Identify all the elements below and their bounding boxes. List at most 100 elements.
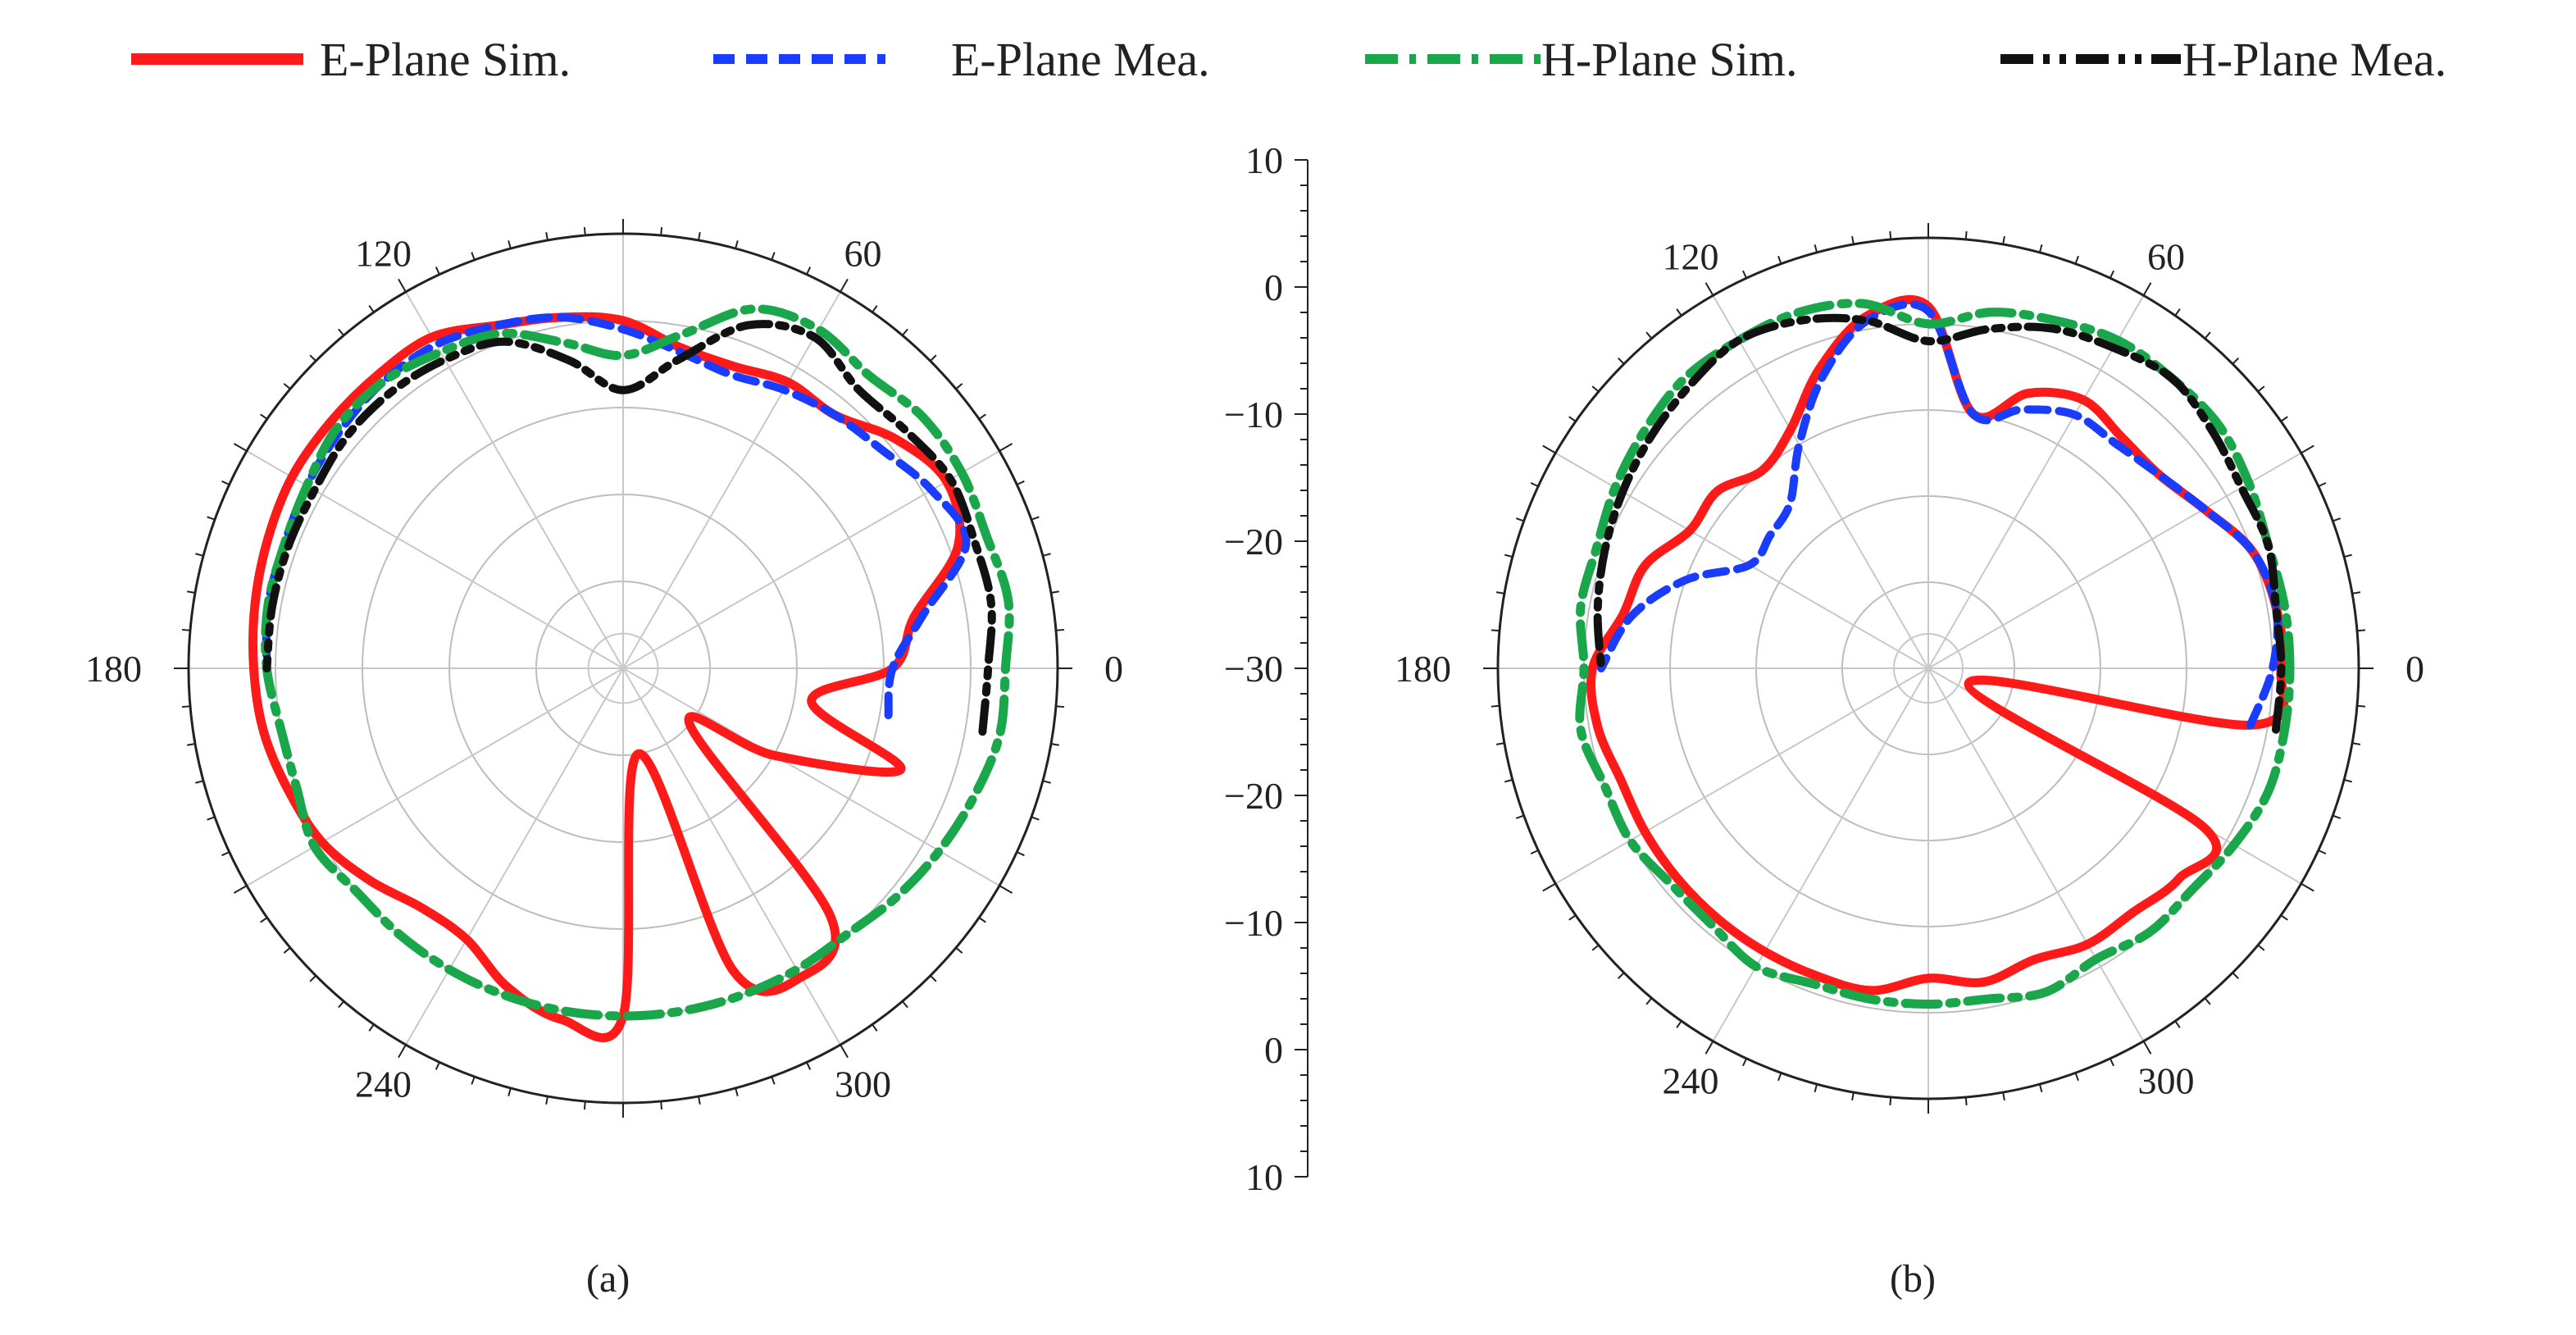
degree-tick bbox=[1777, 1072, 1782, 1082]
degree-tick bbox=[1542, 444, 1556, 454]
angle-label-60: 60 bbox=[844, 232, 882, 274]
degree-tick bbox=[840, 1044, 849, 1059]
degree-tick bbox=[471, 1076, 476, 1085]
degree-tick bbox=[260, 917, 268, 923]
grid-spoke bbox=[1927, 294, 2145, 669]
grid-spoke bbox=[1927, 452, 2302, 669]
degree-tick bbox=[735, 1087, 739, 1096]
degree-tick bbox=[187, 590, 196, 594]
degree-tick bbox=[398, 278, 407, 293]
degree-tick bbox=[660, 1100, 663, 1110]
degree-tick bbox=[1741, 1058, 1748, 1067]
degree-tick bbox=[1741, 270, 1748, 279]
degree-tick bbox=[1704, 282, 1714, 296]
degree-tick bbox=[2280, 914, 2288, 921]
degree-tick bbox=[309, 354, 316, 362]
degree-tick bbox=[2280, 416, 2288, 422]
degree-tick bbox=[2318, 849, 2327, 855]
degree-tick bbox=[955, 946, 963, 954]
degree-tick bbox=[2301, 882, 2314, 892]
degree-tick bbox=[2204, 331, 2211, 339]
degree-tick bbox=[872, 1023, 878, 1032]
scale-label: 0 bbox=[1264, 1029, 1283, 1071]
legend-item: H-Plane Mea. bbox=[2000, 33, 2446, 86]
degree-tick bbox=[260, 413, 268, 420]
scale-label: −10 bbox=[1224, 902, 1283, 944]
angle-label-180: 180 bbox=[85, 648, 142, 690]
scale-ticks bbox=[1295, 159, 1308, 1178]
degree-tick bbox=[545, 232, 548, 241]
polar-chart-b: 10 0 −10 −20 −30 −20 −10 0 10 0 60 120 1… bbox=[1224, 139, 2424, 1301]
grid-spoke bbox=[622, 291, 841, 669]
degree-tick bbox=[507, 240, 512, 249]
degree-tick bbox=[2318, 481, 2327, 488]
radial-scale-axis: 10 0 −10 −20 −30 −20 −10 0 10 bbox=[1224, 139, 1308, 1198]
legend-label: E-Plane Sim. bbox=[320, 33, 571, 86]
grid-spoke bbox=[405, 668, 624, 1046]
degree-tick bbox=[1814, 244, 1818, 253]
series-line bbox=[1575, 298, 2295, 1009]
grid-spoke bbox=[405, 291, 624, 669]
degree-tick bbox=[1016, 851, 1025, 857]
degree-tick bbox=[2332, 517, 2342, 522]
degree-tick bbox=[207, 816, 216, 821]
degree-tick bbox=[233, 885, 248, 894]
degree-tick bbox=[435, 267, 440, 276]
degree-tick bbox=[2232, 972, 2240, 980]
series-line bbox=[262, 320, 996, 736]
degree-tick bbox=[840, 278, 849, 293]
degree-tick bbox=[1016, 480, 1025, 485]
scale-label: −30 bbox=[1224, 648, 1283, 690]
degree-tick bbox=[698, 232, 701, 241]
degree-tick bbox=[181, 705, 191, 709]
degree-tick bbox=[660, 226, 663, 236]
degree-tick bbox=[1050, 590, 1059, 594]
degree-tick bbox=[2343, 778, 2353, 783]
degree-tick bbox=[283, 946, 291, 954]
degree-tick bbox=[978, 413, 986, 420]
degree-tick bbox=[1851, 235, 1855, 245]
degree-tick bbox=[545, 1096, 548, 1105]
degree-tick bbox=[338, 1000, 345, 1009]
degree-tick bbox=[806, 267, 812, 276]
scale-label: −10 bbox=[1224, 394, 1283, 435]
degree-tick bbox=[1777, 255, 1782, 265]
series-line bbox=[1597, 299, 2282, 730]
degree-tick bbox=[2109, 1058, 2115, 1067]
degree-tick bbox=[2074, 1072, 2079, 1082]
degree-tick bbox=[771, 252, 776, 261]
degree-tick bbox=[735, 240, 739, 249]
grid-spoke bbox=[1927, 668, 2145, 1042]
degree-tick bbox=[207, 516, 216, 521]
polar-grid-b bbox=[1483, 223, 2373, 1114]
scale-label: 0 bbox=[1264, 267, 1283, 308]
polar-chart-a: 0 60 120 180 240 300 (a) bbox=[85, 219, 1123, 1301]
degree-tick bbox=[1031, 516, 1040, 521]
degree-tick bbox=[2038, 1083, 2043, 1093]
degree-tick bbox=[1031, 816, 1040, 821]
degree-tick bbox=[1055, 705, 1065, 709]
degree-tick bbox=[435, 1061, 440, 1070]
legend-item: E-Plane Mea. bbox=[713, 33, 1210, 86]
degree-tick bbox=[398, 1044, 407, 1059]
degree-tick bbox=[930, 975, 937, 982]
angle-label-60: 60 bbox=[2147, 236, 2185, 278]
series-line bbox=[261, 304, 1014, 1021]
degree-tick bbox=[1495, 742, 1505, 745]
degree-tick bbox=[999, 885, 1013, 894]
degree-tick bbox=[2257, 944, 2265, 951]
angle-label-300: 300 bbox=[835, 1064, 891, 1105]
degree-tick bbox=[2332, 814, 2342, 819]
degree-tick bbox=[2174, 1020, 2181, 1028]
degree-tick bbox=[2343, 554, 2353, 558]
degree-tick bbox=[1617, 357, 1625, 365]
grid-spoke bbox=[246, 668, 624, 886]
degree-tick bbox=[2351, 591, 2361, 595]
degree-tick bbox=[1591, 944, 1600, 951]
degree-tick bbox=[1568, 416, 1577, 422]
degree-tick bbox=[2351, 742, 2361, 745]
angle-labels-b: 0 60 120 180 240 300 bbox=[1395, 236, 2424, 1102]
series-group-b bbox=[1575, 294, 2295, 1009]
degree-tick bbox=[2257, 385, 2265, 393]
